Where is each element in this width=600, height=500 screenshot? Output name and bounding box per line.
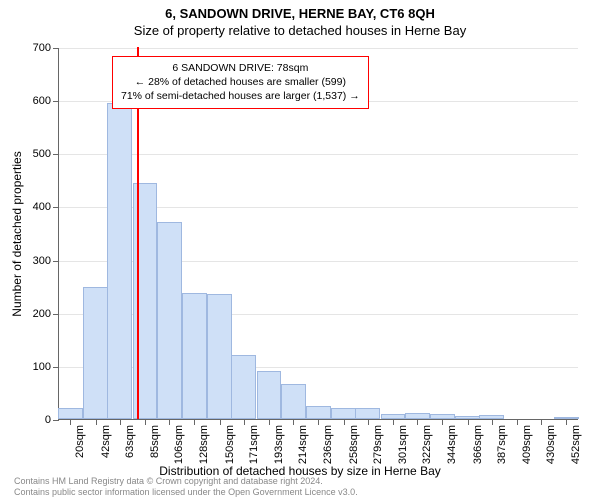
y-tick xyxy=(53,154,59,155)
y-tick-label: 500 xyxy=(33,148,51,160)
y-tick xyxy=(53,207,59,208)
y-tick-label: 300 xyxy=(33,255,51,267)
x-tick-label: 258sqm xyxy=(348,425,360,464)
histogram-bar xyxy=(83,287,108,419)
y-tick xyxy=(53,101,59,102)
x-tick xyxy=(442,419,443,425)
x-tick-label: 106sqm xyxy=(173,425,185,464)
y-tick-label: 0 xyxy=(45,414,51,426)
histogram-bar xyxy=(107,103,132,419)
x-tick xyxy=(566,419,567,425)
histogram-bar xyxy=(306,406,331,419)
x-tick xyxy=(145,419,146,425)
y-tick xyxy=(53,261,59,262)
y-tick-label: 600 xyxy=(33,95,51,107)
x-tick xyxy=(318,419,319,425)
x-tick-label: 301sqm xyxy=(397,425,409,464)
x-tick-label: 63sqm xyxy=(124,425,136,458)
histogram-bar xyxy=(182,293,207,419)
x-tick xyxy=(517,419,518,425)
x-tick xyxy=(293,419,294,425)
x-tick xyxy=(244,419,245,425)
footer-line1: Contains HM Land Registry data © Crown c… xyxy=(14,476,358,487)
histogram-bar xyxy=(207,294,232,419)
x-tick-label: 452sqm xyxy=(570,425,582,464)
x-tick xyxy=(344,419,345,425)
y-tick-label: 100 xyxy=(33,361,51,373)
histogram-bar xyxy=(355,408,380,419)
chart-title: 6, SANDOWN DRIVE, HERNE BAY, CT6 8QH xyxy=(0,6,600,21)
x-tick-label: 150sqm xyxy=(224,425,236,464)
histogram-bar xyxy=(281,384,306,419)
histogram-bar xyxy=(58,408,83,419)
footer-attribution: Contains HM Land Registry data © Crown c… xyxy=(14,476,358,499)
footer-line2: Contains public sector information licen… xyxy=(14,487,358,498)
x-tick xyxy=(368,419,369,425)
histogram-bar xyxy=(257,371,282,419)
x-tick xyxy=(70,419,71,425)
x-tick-label: 236sqm xyxy=(322,425,334,464)
x-tick-label: 279sqm xyxy=(372,425,384,464)
x-tick xyxy=(194,419,195,425)
x-tick xyxy=(541,419,542,425)
x-tick xyxy=(120,419,121,425)
x-tick xyxy=(393,419,394,425)
annotation-line2: ← 28% of detached houses are smaller (59… xyxy=(121,75,360,89)
annotation-line1: 6 SANDOWN DRIVE: 78sqm xyxy=(121,61,360,75)
x-tick xyxy=(220,419,221,425)
x-tick-label: 214sqm xyxy=(297,425,309,464)
histogram-bar xyxy=(331,408,356,419)
x-tick-label: 409sqm xyxy=(521,425,533,464)
y-tick-label: 200 xyxy=(33,308,51,320)
x-tick xyxy=(96,419,97,425)
annotation-box: 6 SANDOWN DRIVE: 78sqm ← 28% of detached… xyxy=(112,56,369,109)
x-tick-label: 322sqm xyxy=(421,425,433,464)
annotation-line3: 71% of semi-detached houses are larger (… xyxy=(121,89,360,103)
x-tick xyxy=(269,419,270,425)
histogram-bar xyxy=(157,222,182,419)
y-tick-label: 400 xyxy=(33,201,51,213)
y-tick xyxy=(53,367,59,368)
x-tick xyxy=(417,419,418,425)
x-tick xyxy=(169,419,170,425)
x-tick-label: 85sqm xyxy=(149,425,161,458)
x-tick-label: 128sqm xyxy=(198,425,210,464)
y-tick xyxy=(53,314,59,315)
chart-title-block: 6, SANDOWN DRIVE, HERNE BAY, CT6 8QH Siz… xyxy=(0,0,600,38)
y-tick-label: 700 xyxy=(33,42,51,54)
x-tick-label: 42sqm xyxy=(100,425,112,458)
x-tick-label: 387sqm xyxy=(496,425,508,464)
x-tick-label: 430sqm xyxy=(545,425,557,464)
histogram-bar xyxy=(231,355,256,419)
x-tick-label: 344sqm xyxy=(446,425,458,464)
x-tick-label: 193sqm xyxy=(273,425,285,464)
chart-subtitle: Size of property relative to detached ho… xyxy=(0,23,600,38)
x-tick xyxy=(468,419,469,425)
y-tick xyxy=(53,420,59,421)
y-axis-label: Number of detached properties xyxy=(10,151,24,316)
x-tick-label: 171sqm xyxy=(248,425,260,464)
x-tick xyxy=(492,419,493,425)
y-tick xyxy=(53,48,59,49)
x-tick-label: 366sqm xyxy=(472,425,484,464)
x-tick-label: 20sqm xyxy=(74,425,86,458)
